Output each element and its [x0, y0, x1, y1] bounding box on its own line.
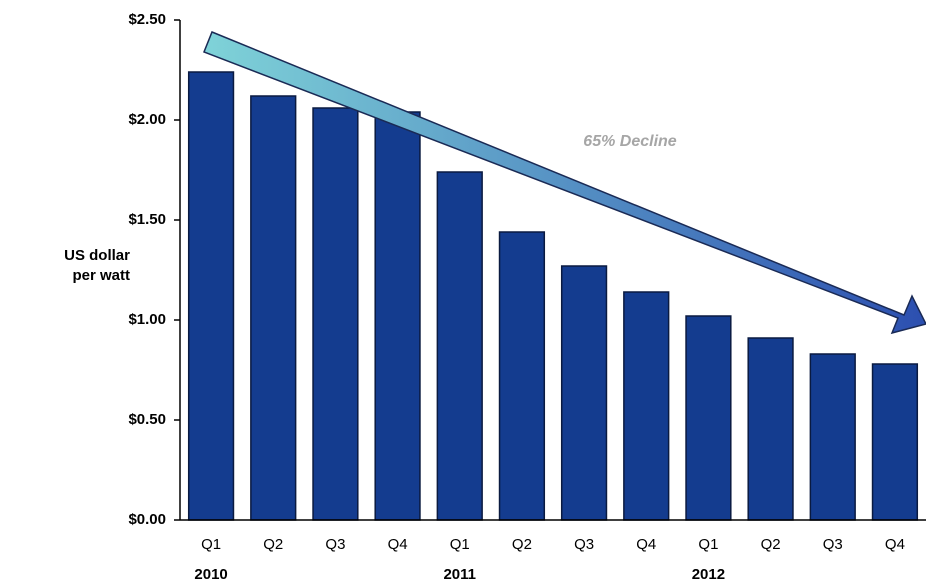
- y-tick-label: $1.00: [128, 311, 166, 328]
- x-tick-label: Q4: [388, 536, 408, 553]
- x-tick-label: Q2: [761, 536, 781, 553]
- y-axis-label: per watt: [72, 267, 130, 284]
- bar: [187, 71, 235, 521]
- group-label: 2012: [692, 566, 725, 583]
- x-tick-label: Q3: [574, 536, 594, 553]
- bar: [623, 291, 670, 521]
- y-tick-label: $2.50: [128, 11, 166, 28]
- bar: [809, 353, 856, 521]
- x-tick-label: Q1: [201, 536, 221, 553]
- x-tick-label: Q4: [636, 536, 656, 553]
- annotation: 65% Decline: [583, 133, 676, 150]
- bar: [498, 231, 546, 521]
- x-tick-label: Q2: [263, 536, 283, 553]
- x-tick-label: Q2: [512, 536, 532, 553]
- x-tick-label: Q1: [698, 536, 718, 553]
- bar: [871, 363, 919, 521]
- bar: [747, 337, 794, 521]
- x-tick-label: Q1: [450, 536, 470, 553]
- x-tick-label: Q4: [885, 536, 905, 553]
- y-tick-label: $0.00: [128, 511, 166, 528]
- bar: [250, 95, 297, 521]
- decline-arrow: [203, 31, 926, 335]
- x-tick-label: Q3: [823, 536, 843, 553]
- y-tick-label: $2.00: [128, 111, 166, 128]
- y-tick-label: $1.50: [128, 211, 166, 228]
- group-label: 2010: [194, 566, 227, 583]
- bar: [374, 111, 421, 521]
- bar: [312, 107, 359, 521]
- y-axis-label: US dollar: [64, 247, 130, 264]
- bar: [436, 171, 483, 521]
- bar: [685, 315, 732, 521]
- x-tick-label: Q3: [325, 536, 345, 553]
- bar: [560, 265, 608, 521]
- y-tick-label: $0.50: [128, 411, 166, 428]
- group-label: 2011: [443, 566, 476, 583]
